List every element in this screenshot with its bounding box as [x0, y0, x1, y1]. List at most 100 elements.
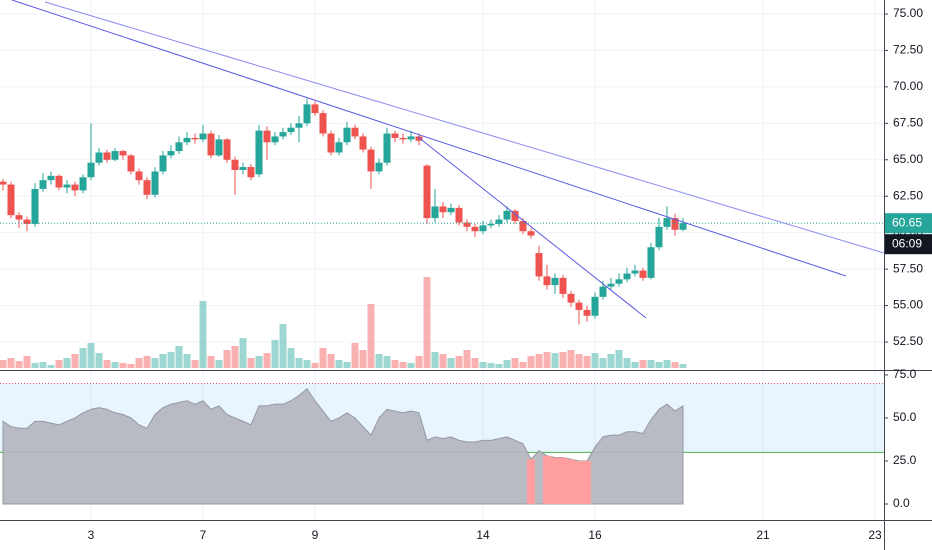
- volume-bar: [15, 361, 23, 368]
- y-tick-label: 72.50: [893, 43, 923, 57]
- volume-bar: [511, 358, 519, 368]
- candle-body: [575, 302, 583, 310]
- rsi-low-fill: [583, 460, 591, 504]
- last-price-label: 60.65: [892, 215, 922, 229]
- candle-body: [7, 184, 15, 216]
- candle-body: [31, 188, 39, 224]
- candle-body: [247, 167, 255, 178]
- candle-body: [63, 184, 71, 188]
- volume-bar: [471, 358, 479, 368]
- y-tick-label: 62.50: [893, 188, 923, 202]
- candle-body: [415, 136, 423, 141]
- candle-body: [15, 215, 23, 220]
- y-tick-label: 75.0: [893, 367, 917, 381]
- labels: 3 7 9 14 16 21 23 75.00 72.50 70.00 67.50 65.00 62.5…: [88, 6, 932, 542]
- candle-body: [167, 151, 175, 156]
- candle-body: [447, 207, 455, 213]
- candle-body: [647, 247, 655, 278]
- candle-body: [423, 165, 431, 219]
- y-tick-label: 65.00: [893, 152, 923, 166]
- candle-body: [503, 210, 511, 220]
- candle-body: [295, 123, 303, 128]
- volume-bar: [247, 358, 255, 368]
- candle-body: [399, 137, 407, 140]
- candle-body: [159, 155, 167, 172]
- x-tick-label: 14: [476, 528, 490, 542]
- volume-bar: [591, 353, 599, 368]
- x-tick-label: 16: [588, 528, 602, 542]
- candle-body: [175, 142, 183, 152]
- volume-bar: [31, 363, 39, 368]
- volume-bar: [191, 360, 199, 368]
- candle-body: [183, 137, 191, 143]
- volume-bar: [527, 356, 535, 368]
- y-tick-label: 50.0: [893, 410, 917, 424]
- x-tick-label: 9: [312, 528, 319, 542]
- volume-bar: [447, 358, 455, 368]
- candle-body: [487, 223, 495, 226]
- volume-bar: [671, 362, 679, 368]
- volume-bar: [479, 362, 487, 368]
- candle-body: [303, 104, 311, 124]
- trend-line: [44, 1, 885, 254]
- candle-body: [55, 175, 63, 188]
- volume-bar: [231, 346, 239, 368]
- volume-bar: [375, 354, 383, 368]
- candle-body: [47, 175, 55, 181]
- candle-body: [263, 130, 271, 143]
- candle-body: [311, 104, 319, 114]
- candle-body: [359, 136, 367, 150]
- y-tick-label: 25.0: [893, 453, 917, 467]
- volume-bar: [319, 348, 327, 368]
- volume-bar: [343, 362, 351, 368]
- volume-bar: [39, 362, 47, 368]
- volume-bar: [263, 353, 271, 368]
- candle-body: [127, 155, 135, 172]
- candle-body: [95, 152, 103, 163]
- volume-bar: [167, 352, 175, 368]
- volume-bar: [303, 360, 311, 368]
- volume-bar: [279, 324, 287, 368]
- candle-body: [655, 226, 663, 248]
- y-tick-label: 70.00: [893, 79, 923, 93]
- volume-bar: [271, 340, 279, 368]
- volume-bar: [607, 354, 615, 368]
- volume-bar: [455, 356, 463, 368]
- candle-body: [607, 283, 615, 287]
- volume-bar: [159, 354, 167, 368]
- trend-line: [11, 0, 847, 277]
- volume-bar: [143, 356, 151, 368]
- candle-body: [0, 181, 7, 185]
- candle-body: [199, 133, 207, 140]
- volume-bar: [383, 356, 391, 368]
- volume-bar: [551, 353, 559, 368]
- volume-bar: [295, 358, 303, 368]
- candle-body: [599, 286, 607, 297]
- volume-bar: [71, 354, 79, 368]
- volume-bar: [583, 356, 591, 368]
- candle-body: [431, 206, 439, 219]
- volume-bar: [151, 358, 159, 368]
- volume-bar: [255, 356, 263, 368]
- candle-body: [271, 136, 279, 143]
- volume-bar: [135, 358, 143, 368]
- rsi-low-fill: [527, 459, 535, 504]
- plot: [0, 98, 884, 505]
- volume-bar: [647, 360, 655, 368]
- x-tick-label: 23: [868, 528, 882, 542]
- volume-bar: [351, 343, 359, 368]
- volume-bar: [495, 364, 503, 368]
- x-tick-label: 3: [88, 528, 95, 542]
- volume-bar: [367, 304, 375, 368]
- candle-body: [679, 223, 687, 230]
- x-tick-label: 7: [200, 528, 207, 542]
- candle-body: [119, 151, 127, 156]
- volume-bar: [63, 358, 71, 368]
- volume-bar: [503, 360, 511, 368]
- candle-body: [135, 171, 143, 181]
- rsi-low-fill: [559, 457, 567, 504]
- volume-bar: [391, 360, 399, 368]
- volume-bar: [631, 362, 639, 368]
- volume-bar: [439, 354, 447, 368]
- volume-bar: [47, 365, 55, 368]
